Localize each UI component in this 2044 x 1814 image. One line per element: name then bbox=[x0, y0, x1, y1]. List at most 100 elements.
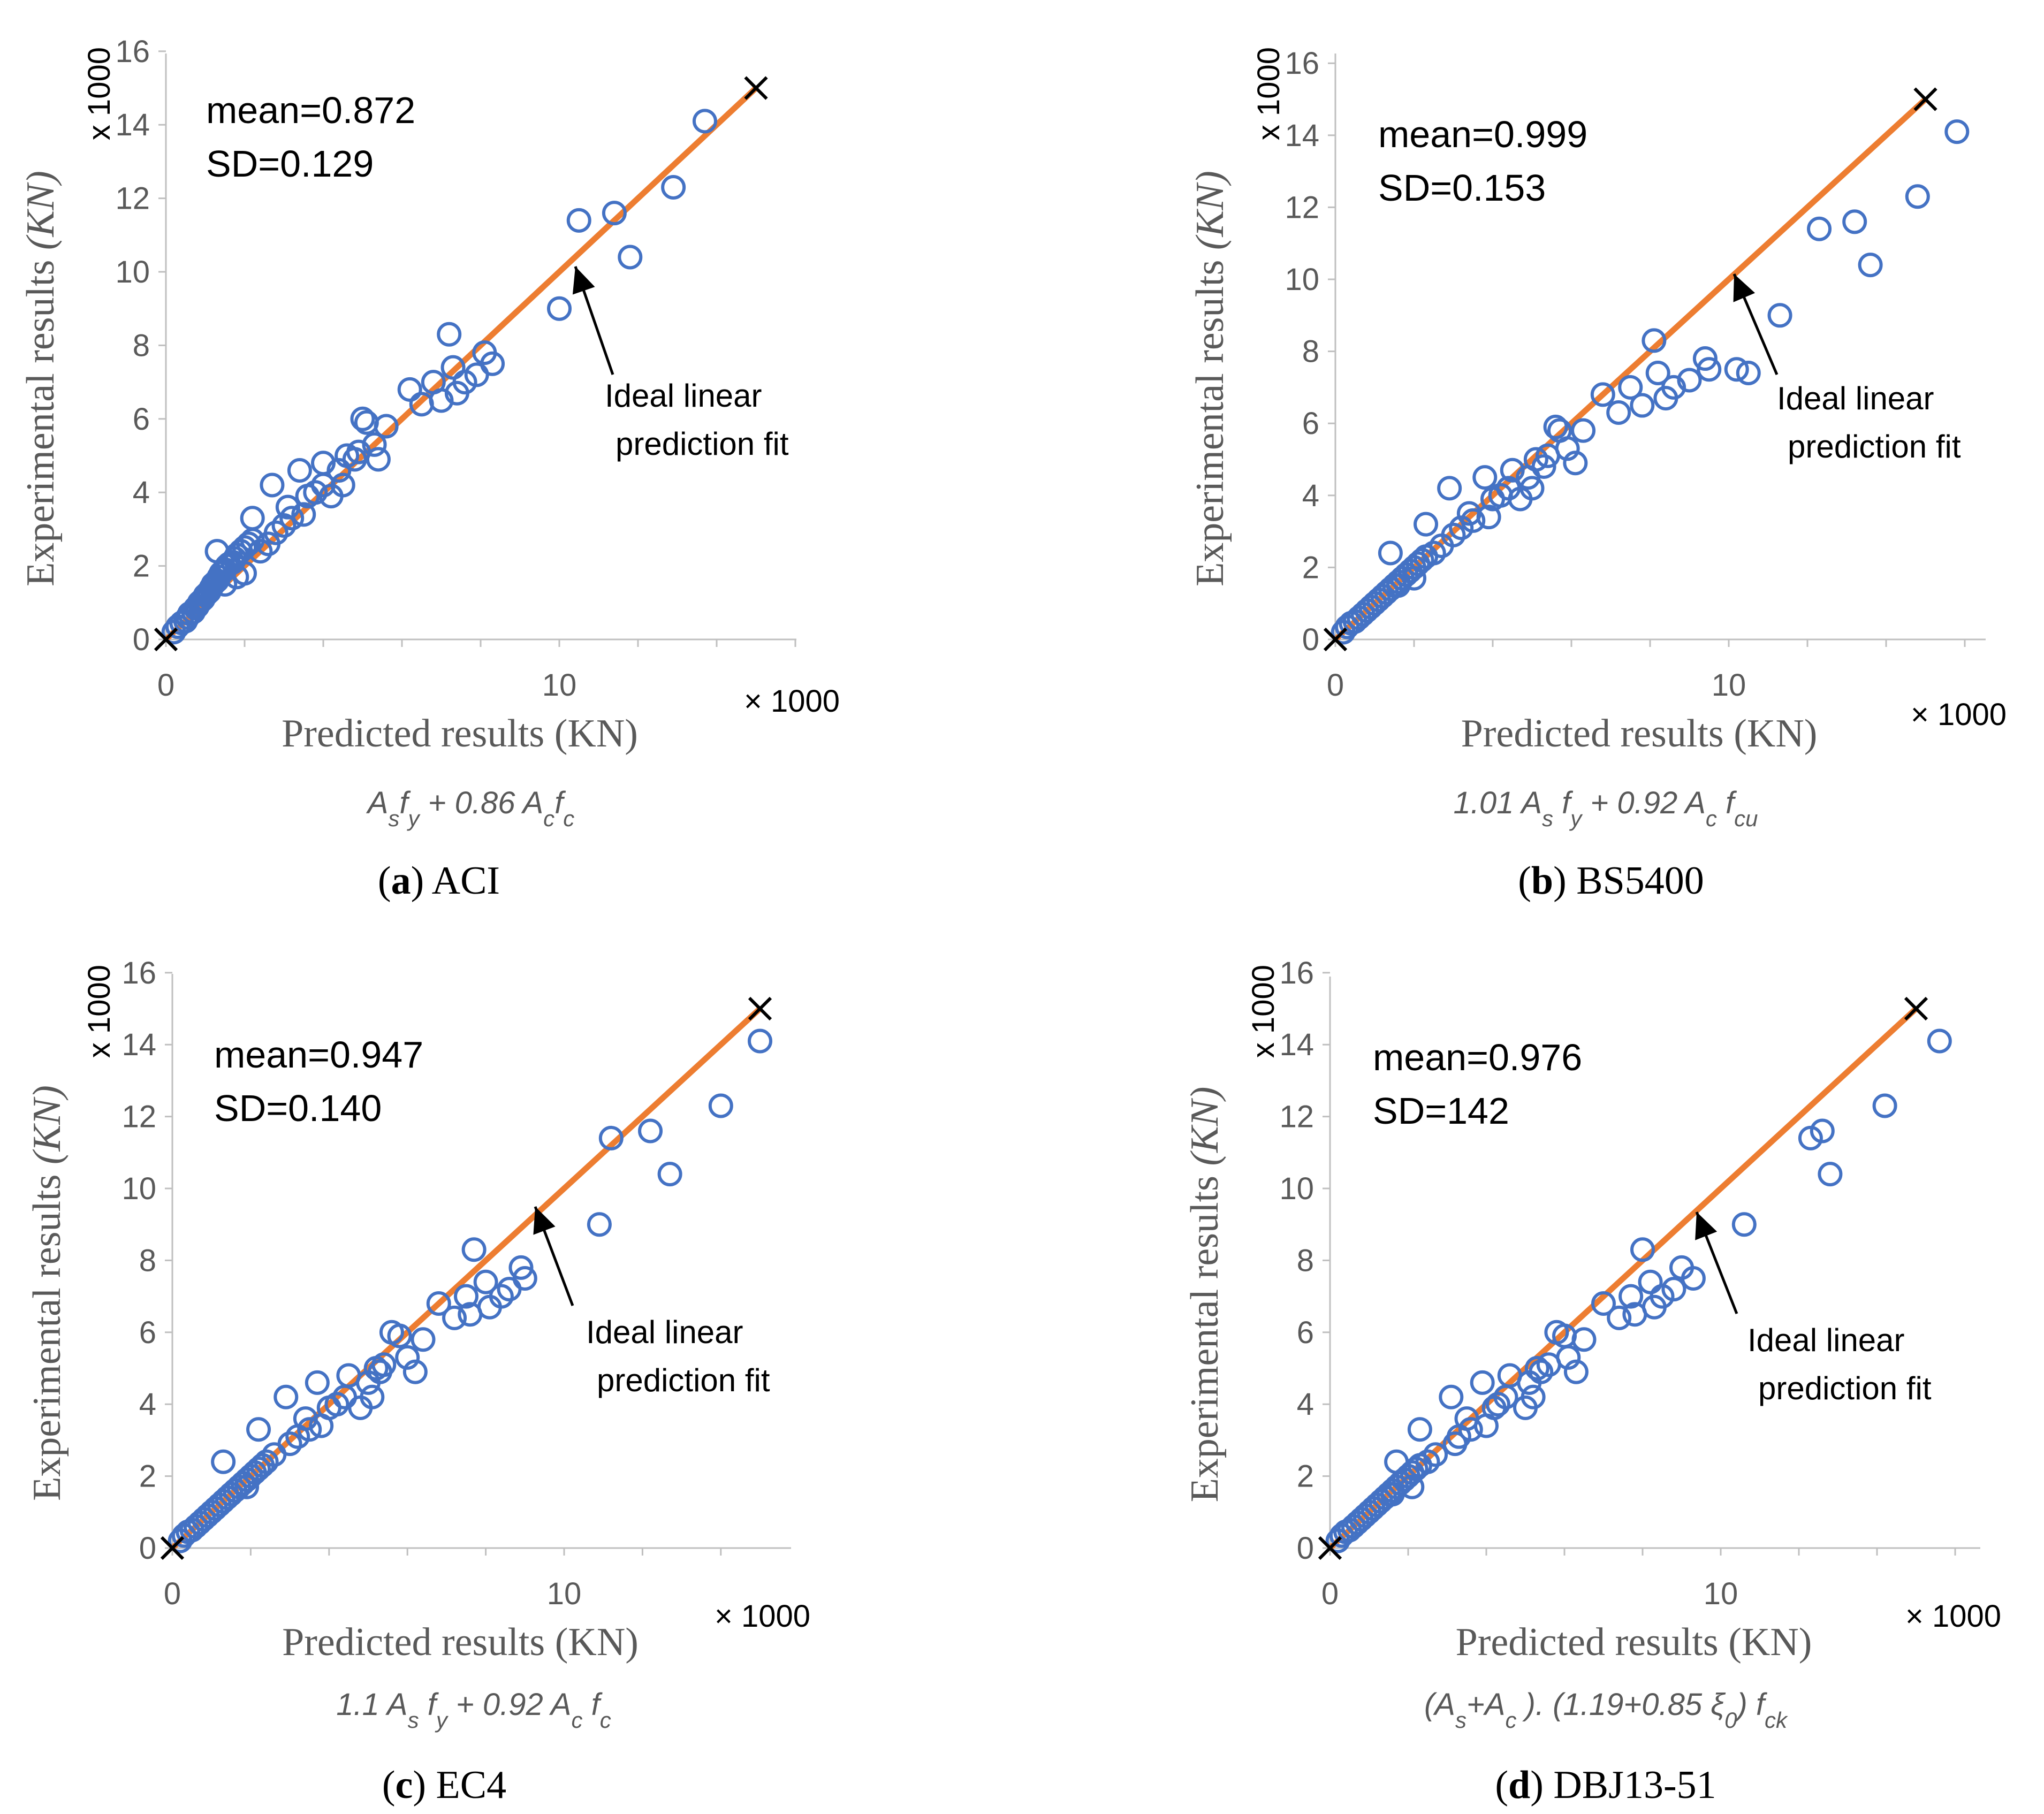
data-point bbox=[260, 472, 285, 498]
data-point bbox=[275, 494, 300, 520]
y-tick-label: 8 bbox=[1302, 334, 1319, 369]
stat-sd: SD=0.140 bbox=[214, 1087, 382, 1129]
data-point bbox=[411, 1327, 436, 1352]
annotation-arrow-head bbox=[1695, 1212, 1718, 1240]
data-point bbox=[1606, 400, 1631, 425]
data-point bbox=[508, 1255, 534, 1280]
fit-end-marker bbox=[1904, 996, 1928, 1021]
data-point bbox=[1697, 357, 1722, 382]
y-axis-label: Experimental results (KN) bbox=[1188, 171, 1232, 586]
marker-stroke bbox=[154, 627, 178, 652]
y-tick-label: 2 bbox=[1302, 550, 1319, 585]
x-scale-label: × 1000 bbox=[715, 1599, 810, 1634]
data-point bbox=[234, 1474, 260, 1499]
y-axis-label-unit: (KN) bbox=[1188, 171, 1232, 250]
y-tick-label: 16 bbox=[115, 34, 150, 69]
data-point bbox=[1500, 458, 1525, 483]
caption-paren-open: ( bbox=[1518, 859, 1531, 903]
data-point bbox=[1590, 382, 1615, 407]
annotation-arrow-head bbox=[533, 1207, 556, 1235]
x-tick-label: 0 bbox=[164, 1576, 181, 1611]
data-point bbox=[371, 1352, 397, 1377]
panels-container: 0 2 4 6 8 10 12 14 16 0 10 × 1000 x 1000 Predicted re… bbox=[19, 34, 2007, 1807]
data-point bbox=[1386, 573, 1411, 598]
y-scale-label: x 1000 bbox=[1251, 47, 1286, 140]
x-scale-label: × 1000 bbox=[1905, 1599, 2001, 1634]
data-point bbox=[1423, 1442, 1448, 1467]
annotation-text-line2: prediction fit bbox=[597, 1362, 770, 1398]
fit-end-marker bbox=[1913, 87, 1937, 111]
caption-letter: d bbox=[1508, 1763, 1530, 1807]
data-point bbox=[246, 1457, 271, 1482]
data-point bbox=[1563, 451, 1588, 476]
data-point bbox=[1555, 436, 1580, 461]
y-axis-label-text: Experimental results bbox=[19, 250, 63, 586]
formula: 1.01 As fy + 0.92 Ac fcu bbox=[1453, 786, 1758, 831]
data-point bbox=[1415, 1449, 1440, 1474]
marker-stroke bbox=[160, 1536, 185, 1560]
y-tick-label: 2 bbox=[139, 1459, 156, 1494]
data-point bbox=[263, 520, 288, 545]
stat-sd: SD=0.129 bbox=[206, 143, 374, 185]
fit-start-marker bbox=[1318, 1536, 1342, 1560]
data-point bbox=[1485, 1392, 1510, 1417]
y-scale-label: x 1000 bbox=[82, 965, 117, 1058]
data-point bbox=[566, 208, 591, 233]
stat-mean: mean=0.999 bbox=[1378, 113, 1587, 155]
data-point bbox=[1692, 346, 1718, 371]
stat-sd: SD=0.153 bbox=[1378, 167, 1546, 209]
formula-subscript: c bbox=[563, 806, 574, 831]
data-point bbox=[440, 355, 466, 380]
panel-caption: (d) DBJ13-51 bbox=[1495, 1763, 1716, 1807]
y-axis-label-text: Experimental results bbox=[1183, 1166, 1227, 1503]
y-tick-label: 0 bbox=[1297, 1531, 1314, 1566]
data-point bbox=[303, 480, 328, 505]
data-point bbox=[1927, 1028, 1952, 1054]
data-point bbox=[1543, 414, 1568, 439]
y-axis-label: Experimental results (KN) bbox=[1183, 1087, 1227, 1503]
data-point bbox=[1872, 1093, 1897, 1118]
y-axis-label: Experimental results (KN) bbox=[25, 1085, 69, 1501]
data-point bbox=[1607, 1305, 1632, 1330]
data-point bbox=[402, 1359, 428, 1384]
data-point bbox=[1437, 476, 1462, 501]
y-tick-label: 12 bbox=[1285, 190, 1319, 225]
y-tick-label: 8 bbox=[139, 1243, 156, 1278]
data-point bbox=[1384, 1449, 1409, 1474]
data-point bbox=[362, 432, 387, 457]
y-tick-label: 12 bbox=[121, 1100, 156, 1134]
data-point bbox=[657, 1162, 682, 1187]
marker-stroke bbox=[1318, 1536, 1342, 1560]
panel-caption: (a) ACI bbox=[378, 859, 500, 903]
data-point bbox=[1414, 512, 1439, 537]
formula-part: f bbox=[1717, 786, 1737, 820]
data-point bbox=[1618, 375, 1643, 400]
y-tick-label: 14 bbox=[1285, 118, 1319, 153]
data-point bbox=[1807, 216, 1832, 241]
formula-part: 1.1 A bbox=[336, 1687, 407, 1722]
formula-subscript: c bbox=[571, 1708, 582, 1733]
x-tick-label: 0 bbox=[1321, 1576, 1339, 1611]
annotation-text-line1: Ideal linear bbox=[1747, 1322, 1905, 1358]
y-tick-label: 16 bbox=[1279, 956, 1314, 990]
formula-part: 1.01 A bbox=[1453, 786, 1542, 820]
caption-letter: a bbox=[391, 859, 411, 903]
data-point bbox=[598, 1125, 624, 1150]
data-point bbox=[240, 506, 265, 531]
y-tick-label: 12 bbox=[1279, 1100, 1314, 1134]
formula-subscript: c bbox=[1506, 1708, 1517, 1733]
data-point bbox=[1681, 1266, 1706, 1291]
data-point bbox=[1531, 454, 1556, 479]
formula-part: +A bbox=[1466, 1687, 1506, 1722]
data-point bbox=[350, 406, 375, 431]
data-point bbox=[638, 1118, 663, 1144]
data-point bbox=[1630, 393, 1655, 418]
data-point bbox=[748, 1028, 772, 1054]
data-point bbox=[1439, 1384, 1464, 1409]
y-axis-label-text: Experimental results bbox=[25, 1164, 69, 1501]
formula-part: + 0.92 A bbox=[447, 1687, 572, 1722]
formula-subscript: c bbox=[600, 1708, 611, 1733]
x-tick-label: 10 bbox=[1712, 668, 1746, 703]
data-point bbox=[374, 414, 399, 439]
y-tick-label: 8 bbox=[1297, 1243, 1314, 1278]
